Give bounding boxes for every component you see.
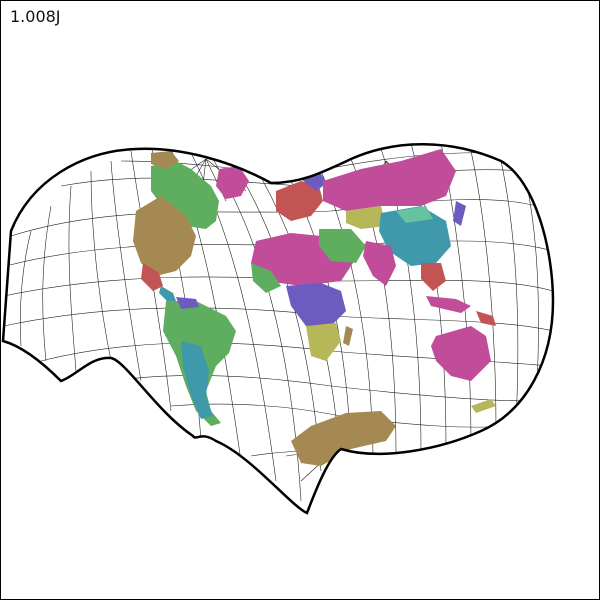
landmasses [133,149,496,466]
landmass-middle-east [319,229,366,263]
landmass-kazakhstan [346,206,386,229]
landmass-mongolia [396,206,433,223]
landmass-south-america-west [181,341,213,419]
landmass-mexico [141,263,163,291]
landmass-venezuela [176,297,199,309]
landmass-europe [276,181,323,221]
map-outline [1,143,555,515]
landmass-southeast-asia [421,263,446,291]
projection-label: 1.008J [10,7,61,26]
landmass-new-zealand [471,399,496,413]
landmass-africa-west [251,263,281,293]
landmass-new-guinea [476,311,496,326]
landmass-japan [453,201,466,226]
landmass-greenland [216,166,249,199]
landmass-madagascar [343,326,353,346]
landmass-china [379,206,451,266]
landmass-africa-central [286,283,346,326]
landmass-australia [431,326,491,381]
landmass-alaska [151,151,179,169]
landmass-africa-south [306,323,341,361]
landmass-indonesia [426,296,471,313]
landmass-scandinavia [301,171,327,191]
landmass-antarctica [291,411,396,466]
landmass-india [363,241,396,286]
landmass-north-america-main [133,196,196,276]
landmass-central-america [159,286,176,303]
landmass-russia [323,149,456,211]
